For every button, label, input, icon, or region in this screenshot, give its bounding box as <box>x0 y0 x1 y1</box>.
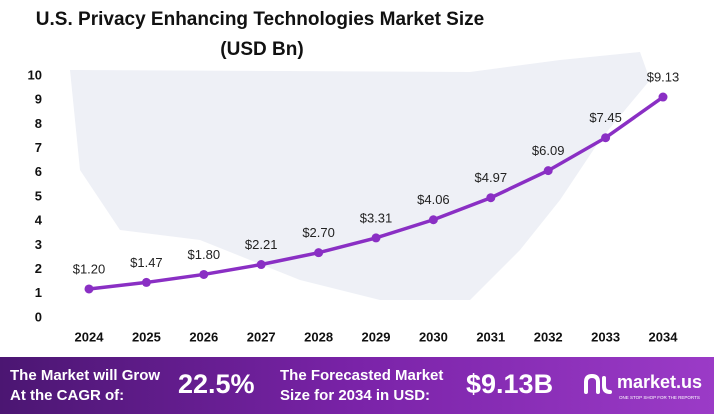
data-point <box>141 277 151 287</box>
y-tick-label: 5 <box>35 188 42 203</box>
brand-logo <box>584 373 612 394</box>
y-tick-label: 1 <box>35 285 42 300</box>
data-label: $7.45 <box>589 110 622 125</box>
x-tick-label: 2033 <box>591 329 620 344</box>
y-tick-label: 10 <box>28 67 42 82</box>
data-point <box>658 92 668 102</box>
data-label: $1.80 <box>188 247 221 262</box>
data-point <box>371 233 381 243</box>
y-tick-label: 0 <box>35 309 42 324</box>
cagr-value: 22.5% <box>178 369 255 399</box>
data-point <box>601 133 611 143</box>
y-tick-label: 9 <box>35 92 42 107</box>
data-label: $9.13 <box>647 69 680 84</box>
y-tick-label: 6 <box>35 164 42 179</box>
brand-name: market.us <box>617 372 702 392</box>
map-background <box>70 52 650 300</box>
brand-tagline: ONE STOP SHOP FOR THE REPORTS <box>619 395 700 400</box>
x-tick-label: 2032 <box>534 329 563 344</box>
data-point <box>256 260 266 270</box>
data-point <box>314 248 324 258</box>
data-label: $2.21 <box>245 237 278 252</box>
x-tick-label: 2025 <box>132 329 161 344</box>
x-tick-label: 2029 <box>362 329 391 344</box>
x-tick-label: 2028 <box>304 329 333 344</box>
y-tick-label: 3 <box>35 237 42 252</box>
data-label: $1.47 <box>130 255 163 270</box>
forecast-value: $9.13B <box>466 369 553 399</box>
data-point <box>543 166 553 176</box>
footer-banner <box>0 357 714 414</box>
x-tick-label: 2027 <box>247 329 276 344</box>
data-label: $1.20 <box>73 261 106 276</box>
data-point <box>428 215 438 225</box>
data-label: $2.70 <box>302 225 335 240</box>
forecast-label: Size for 2034 in USD: <box>280 387 430 404</box>
data-point <box>84 284 94 294</box>
x-tick-label: 2031 <box>476 329 505 344</box>
cagr-label: The Market will Grow <box>10 367 160 384</box>
y-tick-label: 2 <box>35 261 42 276</box>
cagr-label: At the CAGR of: <box>10 387 124 404</box>
y-tick-label: 7 <box>35 140 42 155</box>
x-tick-label: 2034 <box>649 329 679 344</box>
x-tick-label: 2030 <box>419 329 448 344</box>
x-tick-label: 2026 <box>189 329 218 344</box>
y-tick-label: 8 <box>35 116 42 131</box>
data-label: $4.06 <box>417 192 450 207</box>
chart-subtitle: (USD Bn) <box>220 39 303 60</box>
chart-title: U.S. Privacy Enhancing Technologies Mark… <box>36 9 484 30</box>
data-label: $3.31 <box>360 210 393 225</box>
data-label: $4.97 <box>475 170 508 185</box>
data-point <box>486 193 496 203</box>
data-point <box>199 269 209 279</box>
data-label: $6.09 <box>532 143 565 158</box>
x-tick-label: 2024 <box>75 329 105 344</box>
forecast-label: The Forecasted Market <box>280 367 443 384</box>
y-tick-label: 4 <box>35 213 43 228</box>
